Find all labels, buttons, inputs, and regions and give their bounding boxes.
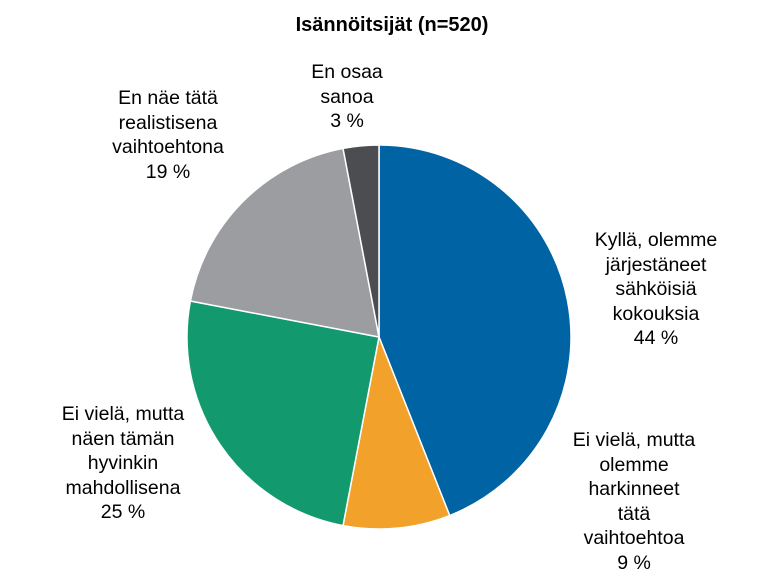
- slice-label-line: realistisena: [118, 111, 218, 134]
- slice-label: En osaa sanoa 3 %: [232, 60, 462, 134]
- slice-label-line: sähköisiä: [615, 278, 697, 300]
- slice-label-line: sanoa: [320, 85, 374, 108]
- chart-title: Isännöitsijät (n=520): [295, 14, 489, 36]
- slice-label-line: olemme: [599, 453, 669, 476]
- slice-label-line: Ei vielä, mutta: [572, 429, 696, 451]
- slice-label: Kyllä, olemme järjestäneet sähköisiä kokouk…: [541, 228, 771, 351]
- slice-label-line: näen tämän: [71, 427, 175, 450]
- slice-label-line: harkinneet: [588, 478, 680, 500]
- slice-label: En näe tätä realistisena vaihtoehtona 19 %: [53, 86, 283, 184]
- slice-label-line: järjestäneet: [605, 253, 707, 276]
- slice-label-line: mahdollisena: [65, 476, 181, 499]
- slice-label-line: En näe tätä: [118, 87, 218, 109]
- slice-value-label: 3 %: [330, 110, 364, 132]
- slice-en-osaa: [342, 144, 380, 338]
- slice-value-label: 25 %: [100, 501, 146, 523]
- slice-harkinneet: [342, 334, 451, 530]
- slice-value-label: 44 %: [633, 327, 679, 349]
- slice-label-line: tätä: [617, 502, 651, 525]
- slice-label-line: En osaa: [311, 61, 383, 83]
- slice-label: Ei vielä, mutta näen tämän hyvinkin mahdoll…: [8, 402, 238, 525]
- slice-label-line: hyvinkin: [87, 452, 159, 474]
- slice-value-label: 19 %: [145, 160, 191, 183]
- slice-label-line: Ei vielä, mutta: [61, 403, 185, 425]
- slice-label-line: kokouksia: [612, 302, 700, 325]
- slice-mahdollisena: [186, 300, 380, 527]
- slice-label-line: Kyllä, olemme: [594, 229, 718, 251]
- slice-value-label: 9 %: [617, 551, 651, 574]
- slice-label-line: vaihtoehtona: [112, 136, 224, 158]
- slice-kylla: [378, 144, 572, 517]
- slice-ei-realistinen: [189, 147, 380, 338]
- slice-label: Ei vielä, mutta olemme harkinneet tätä vaiht…: [519, 428, 749, 575]
- slice-label-line: vaihtoehtoa: [583, 527, 685, 549]
